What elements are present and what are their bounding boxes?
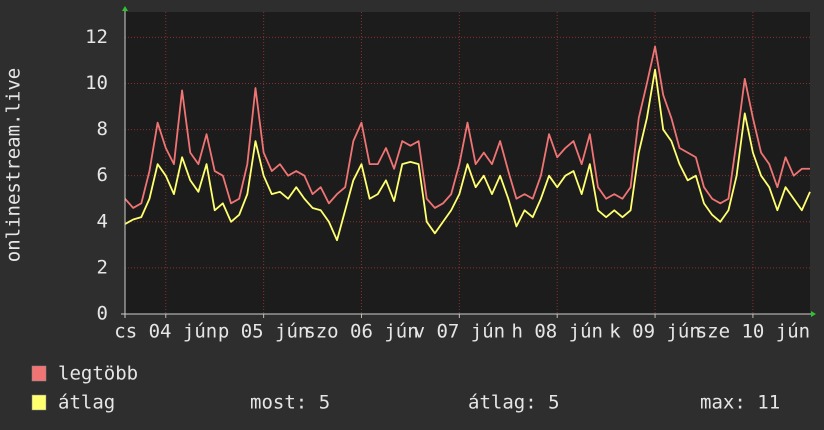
axis-arrow [811, 311, 816, 317]
legend-label: átlag [58, 392, 115, 414]
y-tick-label: 12 [85, 26, 108, 48]
y-axis-label: onlinestream.live [3, 68, 25, 262]
x-tick-label: sze 10 jún [696, 321, 810, 343]
legend-swatch [31, 394, 47, 411]
y-tick-label: 6 [97, 164, 108, 186]
x-tick-label: szo 06 jún [304, 321, 418, 343]
stat-label: max: [700, 392, 746, 414]
y-tick-label: 0 [97, 303, 108, 325]
x-tick-label: v 07 jún [414, 321, 506, 343]
y-tick-label: 2 [97, 256, 108, 278]
x-tick-label: k 09 jún [609, 321, 701, 343]
series-line [124, 68, 811, 242]
x-tick-label: p 05 jún [218, 321, 310, 343]
plot-area [125, 12, 810, 314]
stat-value: 5 [319, 392, 330, 414]
x-tick-label: cs 04 jún [114, 321, 217, 343]
y-tick-label: 4 [97, 210, 108, 232]
stat-value: 11 [757, 392, 780, 414]
y-tick-label: 8 [97, 118, 108, 140]
series-line [124, 45, 810, 209]
axis-arrow [122, 6, 128, 11]
stat-label: átlag: [468, 392, 537, 414]
y-tick-label: 10 [85, 72, 108, 94]
stat-label: most: [250, 392, 307, 414]
legend-swatch [31, 365, 47, 382]
x-tick-label: h 08 jún [511, 321, 603, 343]
stat-value: 5 [548, 392, 559, 414]
legend-label: legtöbb [58, 363, 138, 385]
